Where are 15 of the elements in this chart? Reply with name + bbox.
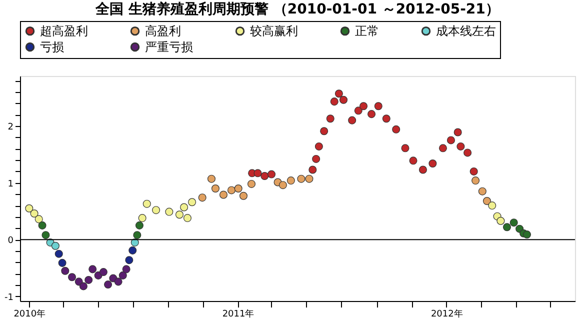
legend-label: 严重亏损 bbox=[145, 40, 193, 54]
legend-label: 正常 bbox=[355, 24, 379, 38]
y-tick-label: 2 bbox=[8, 122, 14, 132]
y-tick-label: 0 bbox=[8, 236, 14, 246]
legend-label: 高盈利 bbox=[145, 24, 181, 38]
y-tick-label: -1 bbox=[4, 292, 14, 303]
legend-label: 超高盈利 bbox=[40, 24, 88, 38]
chart-title: 全国 生猪养殖盈利周期预警 （2010-01-01 ～2012-05-21） bbox=[94, 0, 500, 18]
x-tick-label: 2012年 bbox=[430, 308, 463, 320]
legend-label: 亏损 bbox=[40, 40, 64, 54]
x-tick-label: 2010年 bbox=[14, 308, 46, 320]
y-tick-label: 1 bbox=[8, 179, 14, 190]
legend-label: 较高赢利 bbox=[250, 24, 298, 38]
x-tick-label: 2011年 bbox=[222, 308, 254, 320]
legend-label: 成本线左右 bbox=[436, 24, 496, 38]
